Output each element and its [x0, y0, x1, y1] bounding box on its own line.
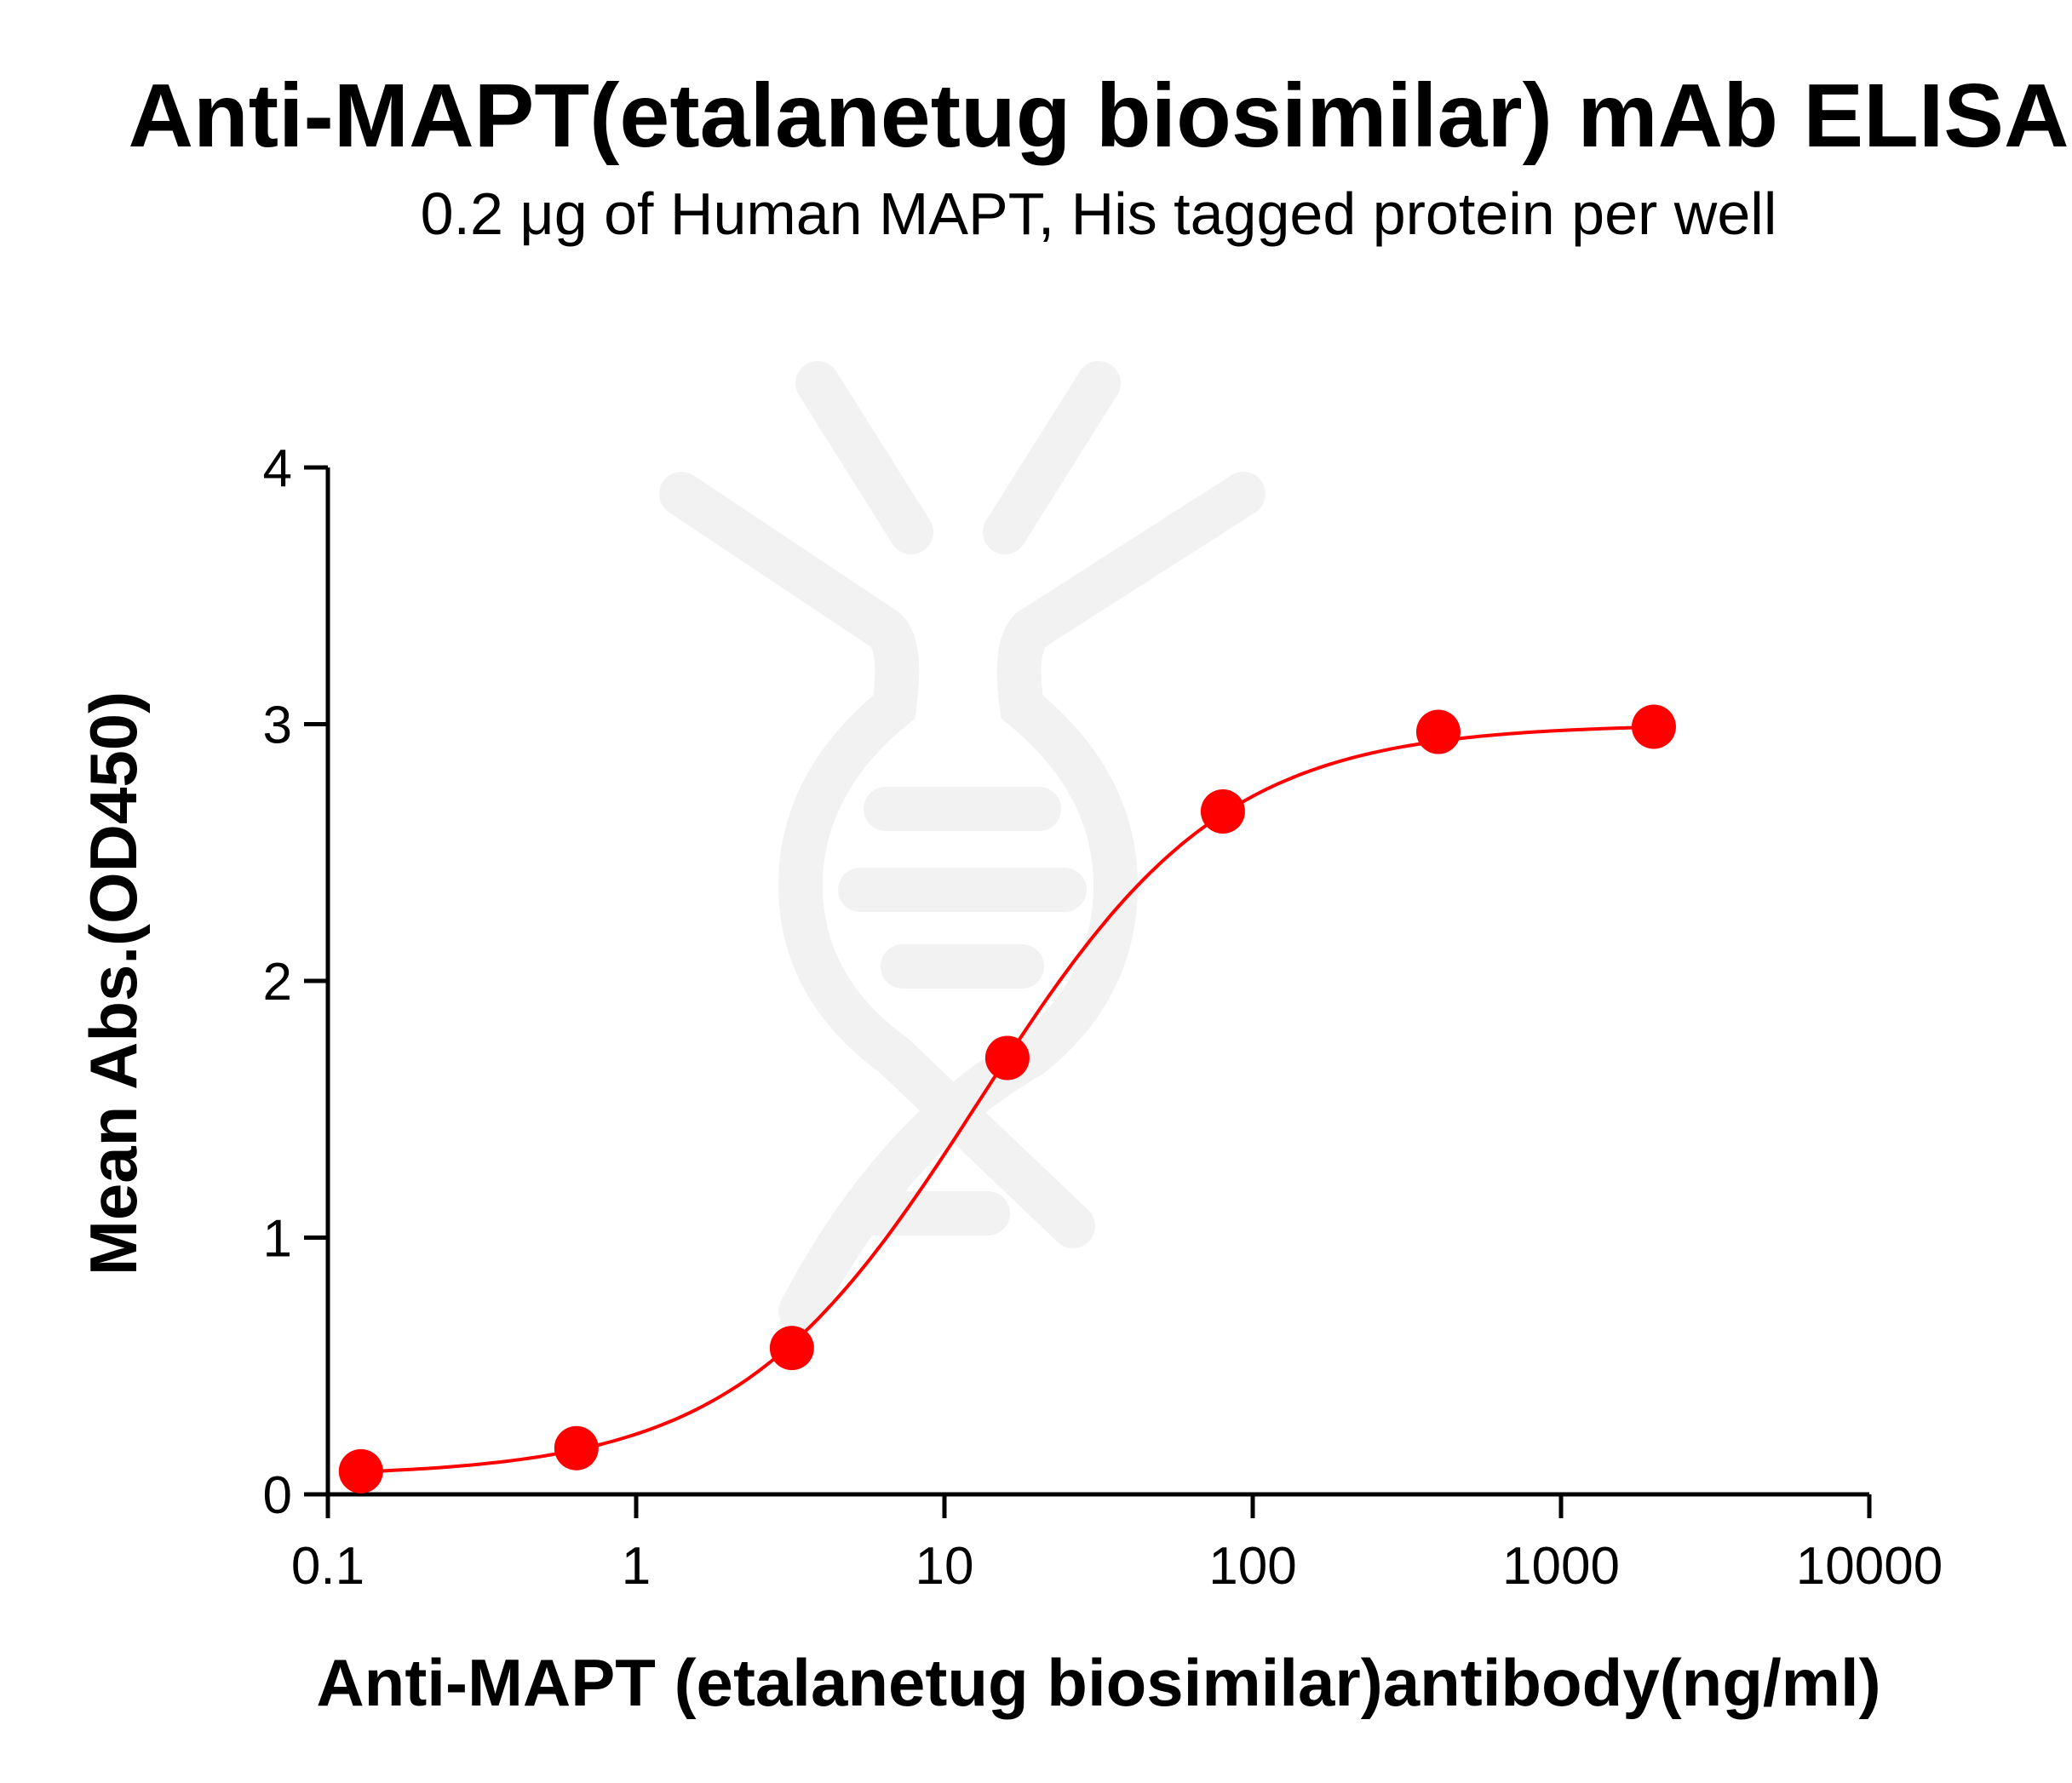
watermark-logo [659, 361, 1266, 1333]
y-tick-label: 0 [263, 1466, 292, 1525]
data-point [984, 1035, 1030, 1081]
fit-curve [360, 725, 1655, 1474]
x-tick-label: 1000 [1502, 1537, 1620, 1596]
x-tick-label: 1 [622, 1537, 651, 1596]
chart-subtitle: 0.2 μg of Human MAPT, His tagged protein… [421, 181, 1777, 247]
tick-labels: 0.1 1 10 100 1000 10000 0 1 2 3 4 [263, 439, 1943, 1596]
data-point [1631, 704, 1676, 749]
data-point [554, 1425, 599, 1471]
data-points [338, 704, 1676, 1493]
y-tick-label: 4 [263, 439, 292, 498]
y-tick-label: 3 [263, 697, 292, 755]
data-point [338, 1448, 383, 1493]
y-tick-label: 2 [263, 953, 292, 1012]
x-tick-label: 10000 [1796, 1537, 1943, 1596]
x-axis-label: Anti-MAPT (etalanetug biosimilar)antibod… [316, 1645, 1880, 1720]
data-point [769, 1326, 814, 1371]
data-point [1415, 709, 1461, 754]
y-axis-label: Mean Abs.(OD450) [76, 691, 151, 1276]
axes [304, 465, 1872, 1518]
chart-title: Anti-MAPT(etalanetug biosimilar) mAb ELI… [128, 66, 2069, 166]
x-tick-label: 10 [915, 1537, 974, 1596]
data-point [1200, 789, 1245, 834]
y-tick-label: 1 [263, 1210, 292, 1269]
x-tick-label: 100 [1208, 1537, 1296, 1596]
x-tick-label: 0.1 [291, 1537, 364, 1596]
